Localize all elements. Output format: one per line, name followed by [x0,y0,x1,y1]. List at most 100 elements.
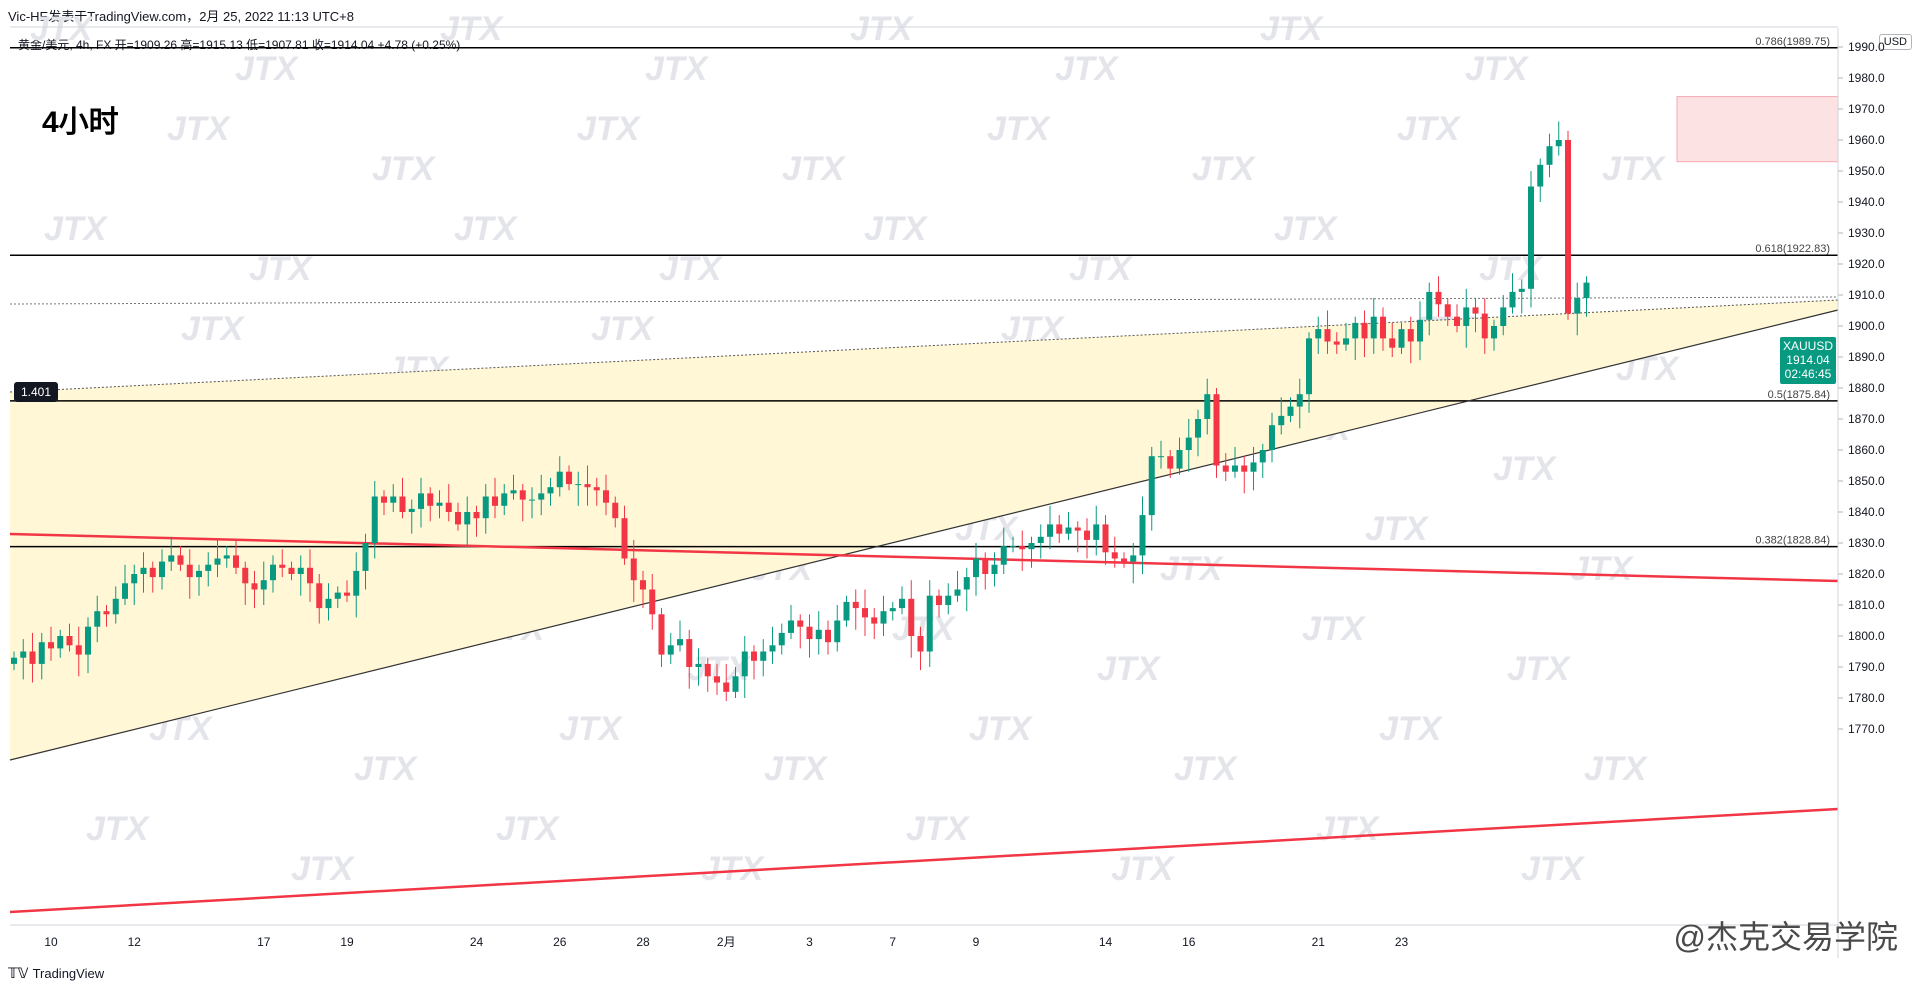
tradingview-logo-icon: 𝕋𝕍 [8,965,29,981]
candle-body [1315,329,1322,339]
candle-body [29,651,36,664]
candle-body [1518,288,1525,292]
watermark-mark: JTX [864,210,929,248]
candle-body [741,651,748,677]
candle-body [1426,291,1433,320]
watermark-mark: JTX [1302,610,1367,648]
candle-body [1111,552,1118,559]
candle-body [723,682,730,692]
watermark-mark: JTX [1174,750,1239,788]
candle-body [1472,307,1479,314]
candle-body [196,570,202,578]
candle-body [131,574,138,584]
fib-label: 0.382(1828.84) [1755,535,1830,547]
candle-body [963,577,970,590]
x-tick-label: 21 [1312,935,1326,949]
x-tick-label: 10 [44,935,58,949]
x-tick-label: 2月 [717,935,736,949]
watermark-mark: JTX [1192,150,1257,188]
y-tick-label: 1860.0 [1848,443,1885,457]
candle-body [769,645,776,652]
y-tick-label: 1930.0 [1848,226,1885,240]
watermark-mark: JTX [1397,110,1462,148]
candle-body [1222,465,1229,472]
candle-body [871,617,878,624]
candle-body [751,651,757,661]
price-tag-price: 1914.04 [1786,353,1830,367]
candle-body [1093,524,1100,540]
candle-body [57,636,64,649]
candle-body [908,598,915,636]
candle-body [529,499,535,501]
candle-body [140,567,147,574]
candle-body [325,598,332,609]
candle-body [1213,394,1220,466]
candle-body [1259,450,1266,463]
candle-body [436,502,443,506]
candle-body [38,642,45,664]
candle-body [1121,558,1127,562]
y-tick-label: 1990.0 [1848,40,1885,54]
candle-body [371,496,378,543]
currency-badge[interactable]: USD [1878,34,1912,50]
candle-body [1583,282,1590,299]
wedge-zone [10,300,1838,760]
candle-body [501,493,508,506]
candle-body [1287,406,1294,416]
watermark-mark: JTX [1379,710,1444,748]
candle-body [538,493,545,500]
watermark-mark: JTX [291,850,356,888]
candle-body [852,601,859,609]
candle-body [510,490,517,494]
candle-body [1010,546,1016,548]
candle-body [1028,543,1035,550]
y-tick-label: 1970.0 [1848,102,1885,116]
candle-body [936,595,942,605]
candle-body [575,484,582,486]
candle-body [1435,291,1442,305]
candle-body [640,580,646,590]
watermark-mark: JTX [987,110,1052,148]
candle-body [20,651,27,658]
candle-body [862,608,868,618]
watermark-mark: JTX [559,710,624,748]
candle-body [11,657,17,664]
x-tick-label: 28 [636,935,650,949]
candle-body [1407,329,1414,342]
candle-body [982,558,989,574]
candle-body [1185,437,1192,450]
candle-body [1074,527,1081,531]
watermark-mark: JTX [892,610,957,648]
candle-body [112,598,119,615]
candle-body [519,490,526,500]
candle-body [279,564,286,568]
candle-body [1130,555,1137,562]
fib-label: 0.786(1989.75) [1755,36,1830,48]
x-tick-label: 14 [1099,935,1113,949]
candle-body [455,512,461,525]
candle-body [75,645,82,655]
candle-body [1463,307,1470,326]
candle-body [612,502,619,519]
candle-body [917,636,924,652]
candle-body [667,645,674,655]
candle-body [1454,316,1460,326]
candle-body [223,555,230,559]
candle-body [1204,394,1211,419]
tradingview-logo[interactable]: 𝕋𝕍 TradingView [8,965,104,982]
candle-body [297,567,304,574]
candle-body [186,564,193,578]
watermark-mark: JTX [764,750,829,788]
x-tick-label: 3 [806,935,813,949]
candle-body [788,620,794,633]
y-tick-label: 1870.0 [1848,412,1885,426]
candle-body [168,555,175,562]
y-tick-label: 1780.0 [1848,691,1885,705]
candle-body [1555,140,1562,147]
y-tick-label: 1890.0 [1848,350,1885,364]
watermark-mark: JTX [181,310,246,348]
watermark-mark: JTX [1069,250,1134,288]
candle-body [1565,140,1571,314]
candle-body [1037,536,1044,543]
